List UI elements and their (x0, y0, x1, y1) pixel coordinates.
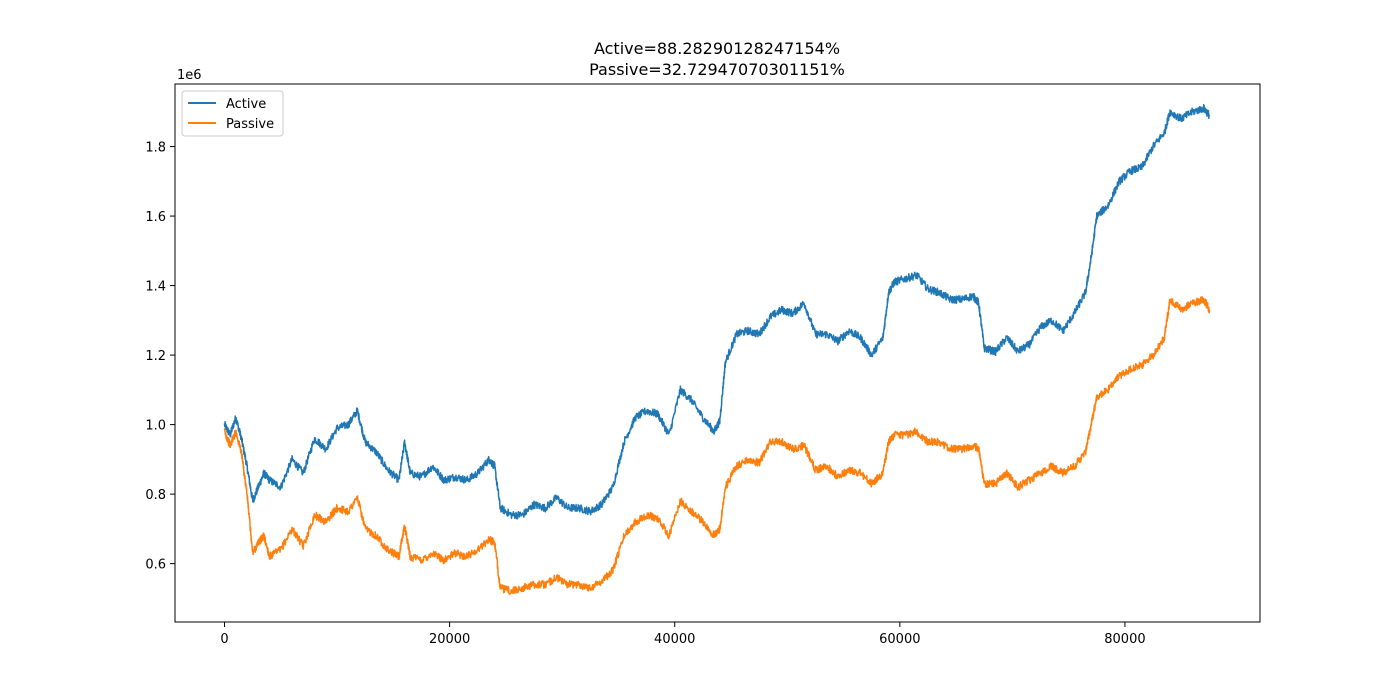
x-tick-label: 40000 (654, 632, 695, 647)
y-axis: 0.6 0.8 1.0 1.2 1.4 1.6 1.8 (145, 141, 175, 573)
x-axis: 0 20000 40000 60000 80000 (220, 622, 1146, 647)
y-tick-label: 1.2 (145, 349, 166, 364)
series-line-active (223, 103, 1211, 520)
y-tick-label: 1.6 (145, 210, 166, 225)
legend-label-active: Active (226, 97, 266, 112)
x-tick-label: 60000 (879, 632, 920, 647)
y-tick-label: 0.8 (145, 488, 166, 503)
chart-title-line-1: Active=88.28290128247154% (594, 39, 840, 58)
y-offset-label: 1e6 (177, 68, 202, 83)
y-tick-label: 1.4 (145, 280, 166, 295)
y-tick-label: 1.0 (145, 419, 166, 434)
plot-frame (174, 83, 1261, 623)
series-line-passive (223, 296, 1211, 595)
y-tick-label: 1.8 (145, 141, 166, 156)
series-layer (223, 103, 1211, 595)
x-tick-label: 20000 (429, 632, 470, 647)
x-tick-label: 80000 (1104, 632, 1145, 647)
chart-title-line-2: Passive=32.72947070301151% (589, 60, 845, 79)
y-tick-label: 0.6 (145, 558, 166, 573)
legend: Active Passive (181, 90, 284, 137)
legend-label-passive: Passive (226, 117, 274, 132)
x-tick-label: 0 (220, 632, 228, 647)
